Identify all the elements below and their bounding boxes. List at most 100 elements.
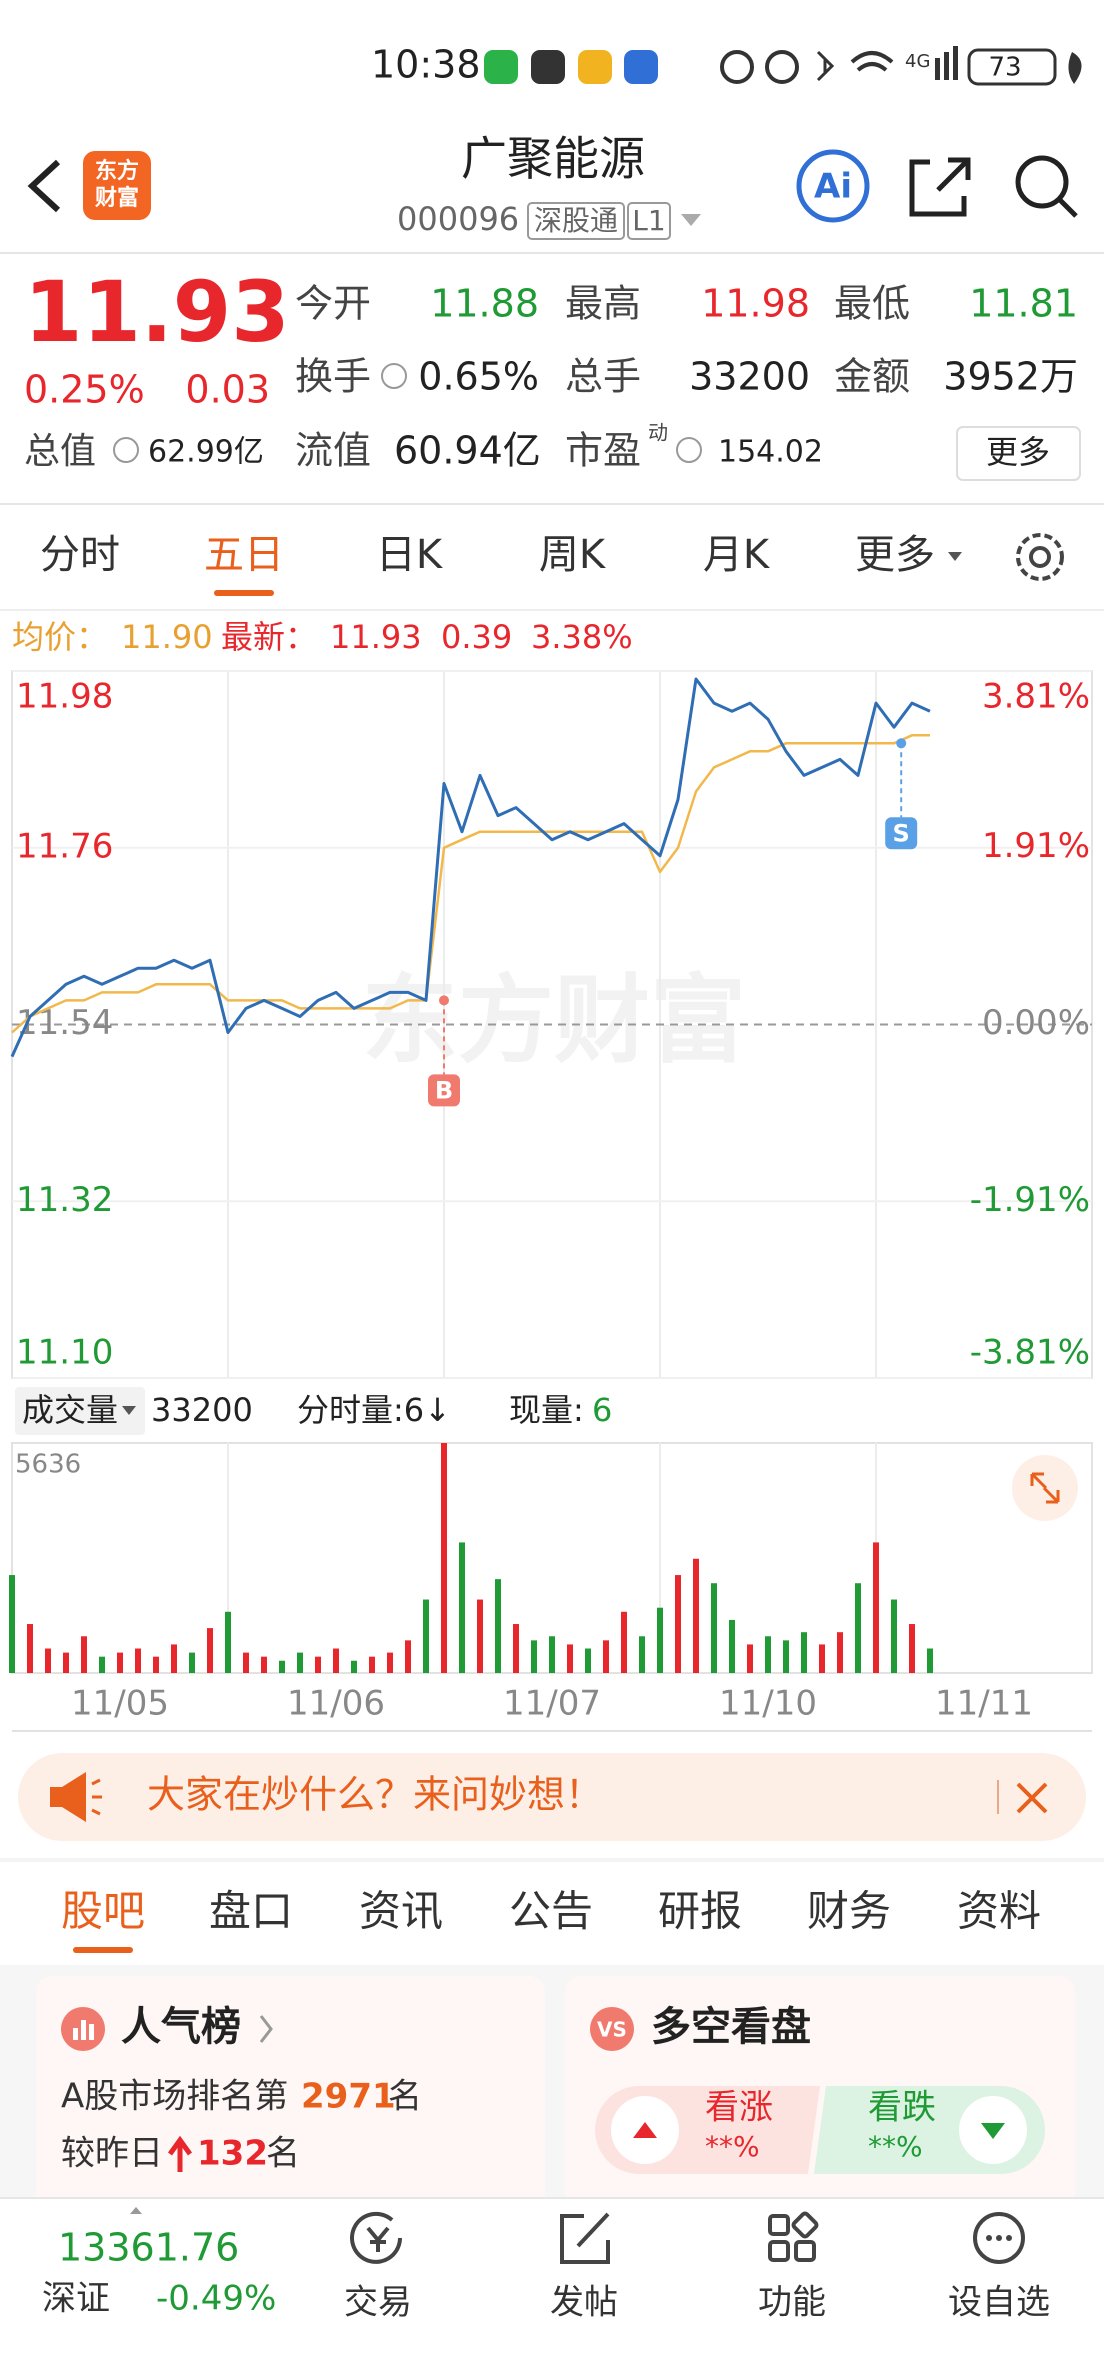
trade-icon[interactable] xyxy=(350,2211,402,2264)
volume-bar xyxy=(675,1575,681,1673)
ai-banner-part[interactable] xyxy=(91,1778,102,1816)
card-title[interactable]: 人气榜 xyxy=(121,2004,241,2050)
function-icon-part[interactable] xyxy=(768,2240,790,2262)
nav-label[interactable]: 交易 xyxy=(344,2283,412,2323)
popularity-card-part[interactable] xyxy=(259,2015,273,2043)
watchlist-icon-part[interactable] xyxy=(1006,2235,1012,2241)
info-icon[interactable] xyxy=(381,363,407,389)
expand-button[interactable] xyxy=(1012,1455,1078,1521)
vote-pill[interactable] xyxy=(595,2086,1045,2174)
vote-pill-part[interactable] xyxy=(633,2122,657,2138)
tab[interactable]: 更多 xyxy=(855,532,935,578)
search-button[interactable] xyxy=(1015,155,1078,218)
app-icons-part xyxy=(816,50,835,82)
volume-bar xyxy=(783,1640,789,1673)
tab[interactable]: 资讯 xyxy=(359,1887,443,1936)
trade-icon-part[interactable] xyxy=(366,2226,390,2252)
tab[interactable]: 财务 xyxy=(807,1887,891,1936)
ai-label[interactable]: Ai xyxy=(814,167,852,207)
pe-superscript: 动 xyxy=(648,421,668,445)
watchlist-icon[interactable] xyxy=(973,2212,1025,2264)
watchlist-icon-part[interactable] xyxy=(996,2235,1002,2241)
post-icon-part[interactable] xyxy=(576,2212,610,2248)
volume-select[interactable] xyxy=(15,1387,145,1435)
select-arrow[interactable] xyxy=(122,1406,136,1415)
bottom-bar xyxy=(0,2198,1104,2376)
field-label: 金额 xyxy=(834,355,910,399)
search-button-part[interactable] xyxy=(1015,155,1069,209)
sentiment-card-part[interactable] xyxy=(590,2007,634,2051)
settings-button-part[interactable] xyxy=(1016,533,1064,581)
index-value[interactable]: 13361.76 xyxy=(58,2226,239,2270)
index-name[interactable]: 深证 xyxy=(42,2279,110,2319)
y2-tick-label: 1.91% xyxy=(982,826,1090,866)
popularity-card-part[interactable] xyxy=(36,1976,545,2216)
settings-button-part[interactable] xyxy=(1029,546,1051,568)
more-label[interactable]: 更多 xyxy=(986,433,1050,471)
index-change[interactable]: -0.49% xyxy=(156,2279,276,2319)
nav-label[interactable]: 发帖 xyxy=(550,2283,618,2323)
annotation-label: S xyxy=(893,819,910,847)
info-icon[interactable] xyxy=(113,437,139,463)
bear-label[interactable]: 看跌 xyxy=(868,2088,936,2128)
field-value: 60.94亿 xyxy=(394,429,541,473)
ai-banner[interactable] xyxy=(18,1753,1086,1841)
tab[interactable]: 日K xyxy=(376,532,444,578)
dropdown-arrow[interactable] xyxy=(681,214,701,226)
ai-banner-part[interactable] xyxy=(18,1753,1086,1841)
watchlist-icon-part[interactable] xyxy=(986,2235,992,2241)
share-button-part[interactable] xyxy=(909,159,967,217)
function-icon-part[interactable] xyxy=(794,2240,816,2262)
battery-level: 73 xyxy=(988,53,1021,83)
post-icon-part[interactable] xyxy=(560,2214,610,2264)
card-title[interactable]: 多空看盘 xyxy=(651,2004,811,2050)
watchlist-icon-part[interactable] xyxy=(973,2212,1025,2264)
nav-label[interactable]: 功能 xyxy=(758,2283,826,2323)
volume-bar xyxy=(927,1648,933,1673)
popularity-card-part[interactable] xyxy=(81,2020,86,2040)
bull-label[interactable]: 看涨 xyxy=(705,2088,773,2128)
close-banner[interactable] xyxy=(1016,1782,1048,1814)
volume-bar xyxy=(603,1640,609,1673)
tab[interactable]: 分时 xyxy=(40,532,120,578)
trade-icon-part[interactable] xyxy=(350,2211,402,2264)
tab-active[interactable]: 股吧 xyxy=(61,1887,145,1936)
tab[interactable]: 月K xyxy=(703,532,771,578)
share-button-part[interactable] xyxy=(936,157,971,192)
price-line xyxy=(10,677,931,1058)
info-icon[interactable] xyxy=(676,437,702,463)
volume-bar xyxy=(225,1611,231,1673)
settings-button[interactable] xyxy=(1016,533,1064,581)
index-toggle[interactable] xyxy=(130,2207,142,2214)
field-value: 11.98 xyxy=(701,282,810,326)
back-button[interactable] xyxy=(27,159,61,213)
nav-label[interactable]: 设自选 xyxy=(948,2283,1050,2323)
popularity-card-part[interactable] xyxy=(89,2024,94,2040)
volume-bar xyxy=(171,1644,177,1673)
function-icon-part[interactable] xyxy=(791,2211,819,2239)
more-button[interactable] xyxy=(956,426,1081,481)
popularity-card-part[interactable] xyxy=(73,2028,78,2040)
share-button[interactable] xyxy=(909,157,971,217)
volume-bar xyxy=(477,1599,483,1673)
tab[interactable]: 研报 xyxy=(658,1887,742,1936)
volume-label[interactable]: 成交量 xyxy=(22,1391,118,1429)
vote-pill-part[interactable] xyxy=(981,2123,1005,2139)
expand-button-part[interactable] xyxy=(1030,1472,1060,1504)
volume-bar xyxy=(423,1599,429,1673)
banner-text[interactable]: 大家在炒什么？来问妙想！ xyxy=(147,1773,603,1817)
tab[interactable]: 公告 xyxy=(509,1887,593,1936)
popularity-card[interactable] xyxy=(36,1976,545,2216)
tab[interactable]: 周K xyxy=(539,532,607,578)
ai-banner-part[interactable] xyxy=(50,1772,86,1822)
function-icon[interactable] xyxy=(768,2211,819,2262)
volume-bar xyxy=(747,1644,753,1673)
tab-arrow[interactable] xyxy=(948,552,962,561)
function-icon-part[interactable] xyxy=(768,2214,790,2236)
tab-active[interactable]: 五日 xyxy=(204,532,284,578)
ai-button[interactable] xyxy=(796,149,870,223)
tab[interactable]: 盘口 xyxy=(209,1887,293,1936)
search-button-part[interactable] xyxy=(1058,198,1078,218)
post-icon[interactable] xyxy=(560,2212,610,2264)
tab[interactable]: 资料 xyxy=(957,1887,1041,1936)
